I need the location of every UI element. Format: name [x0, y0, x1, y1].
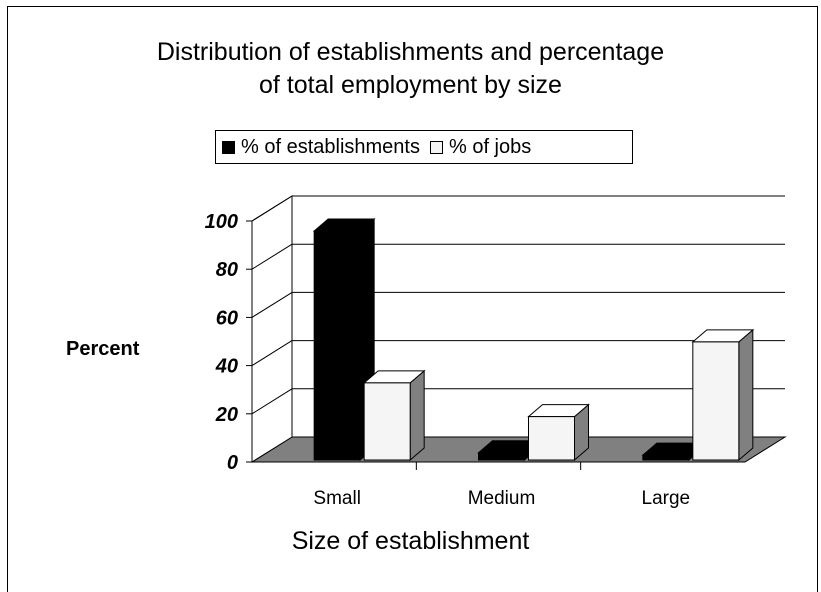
- bar--of-jobs-large: [692, 341, 740, 461]
- y-tick-label: 60: [216, 307, 238, 329]
- y-tick-label: 80: [216, 259, 238, 281]
- legend-swatch-establishments: [222, 140, 235, 154]
- gridline-side: [251, 195, 293, 222]
- legend-entry-establishments: % of establishments: [222, 136, 420, 159]
- bar--of-jobs-medium: [528, 416, 575, 461]
- bar--of-jobs-small-side: [409, 369, 425, 462]
- legend-label-establishments: % of establishments: [241, 135, 420, 158]
- chart-left-wall: [251, 195, 293, 463]
- gridline-side: [251, 291, 293, 318]
- y-axis-label: Percent: [66, 338, 140, 360]
- chart-title-line-2: of total employment by size: [259, 71, 562, 99]
- y-tick-label: 40: [215, 356, 238, 378]
- legend-label-jobs: % of jobs: [448, 135, 532, 158]
- bar--of-jobs-large-side: [738, 328, 754, 462]
- gridline-side: [251, 388, 293, 415]
- bar--of-establishments-large: [642, 454, 690, 461]
- legend-swatch-jobs: [429, 140, 443, 154]
- bar--of-jobs-small: [363, 382, 411, 461]
- x-tick-label-small: Small: [313, 488, 361, 509]
- bar--of-establishments-small: [313, 230, 361, 461]
- y-tick-label: 0: [227, 452, 238, 474]
- y-tick-label: 100: [205, 211, 238, 233]
- gridline-side: [251, 340, 293, 367]
- legend-entry-jobs: % of jobs: [429, 135, 532, 159]
- x-tick-label-medium: Medium: [468, 488, 536, 509]
- x-axis-label: Size of establishment: [291, 527, 530, 555]
- bar--of-establishments-medium: [478, 452, 525, 461]
- legend: % of establishments % of jobs: [215, 130, 633, 164]
- x-tick-label-large: Large: [642, 488, 691, 509]
- chart-frame: [7, 6, 818, 592]
- gridline-side: [251, 243, 293, 270]
- y-tick-label: 20: [215, 404, 238, 426]
- chart-title-line-1: Distribution of establishments and perce…: [156, 38, 665, 66]
